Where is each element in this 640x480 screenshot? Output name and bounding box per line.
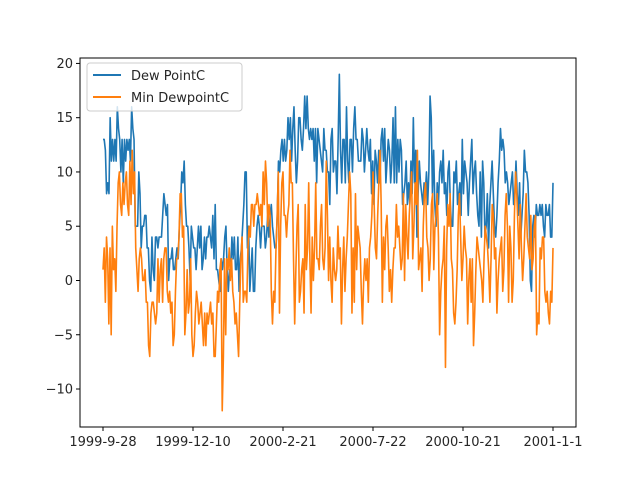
y-tick-label: 0 (65, 274, 73, 289)
legend: Dew PointC Min DewpointC (86, 62, 243, 112)
series-line-1 (102, 149, 554, 412)
x-tick-label: 2001-1-1 (523, 435, 582, 450)
y-tick-label: 20 (56, 57, 73, 72)
y-tick-label: 15 (56, 111, 73, 126)
x-tick-label: 2000-2-21 (249, 435, 316, 450)
legend-box (86, 62, 243, 112)
series-layer (102, 73, 554, 412)
x-tick-label: 1999-12-10 (155, 435, 231, 450)
legend-label-min-dewpoint: Min DewpointC (131, 91, 229, 106)
y-tick-label: −5 (54, 328, 73, 343)
y-tick-label: 10 (56, 165, 73, 180)
legend-label-dew-point: Dew PointC (131, 69, 205, 84)
plot-frame (79, 57, 577, 428)
y-tick-label: 5 (65, 220, 73, 235)
x-tick-label: 2000-10-21 (425, 435, 501, 450)
x-tick-label: 2000-7-22 (339, 435, 406, 450)
x-tick-label: 1999-9-28 (69, 435, 136, 450)
x-axis: 1999-9-28 1999-12-10 2000-2-21 2000-7-22 200… (69, 427, 583, 450)
y-axis: −10 −5 0 5 10 15 20 (46, 57, 80, 398)
y-tick-label: −10 (46, 383, 73, 398)
